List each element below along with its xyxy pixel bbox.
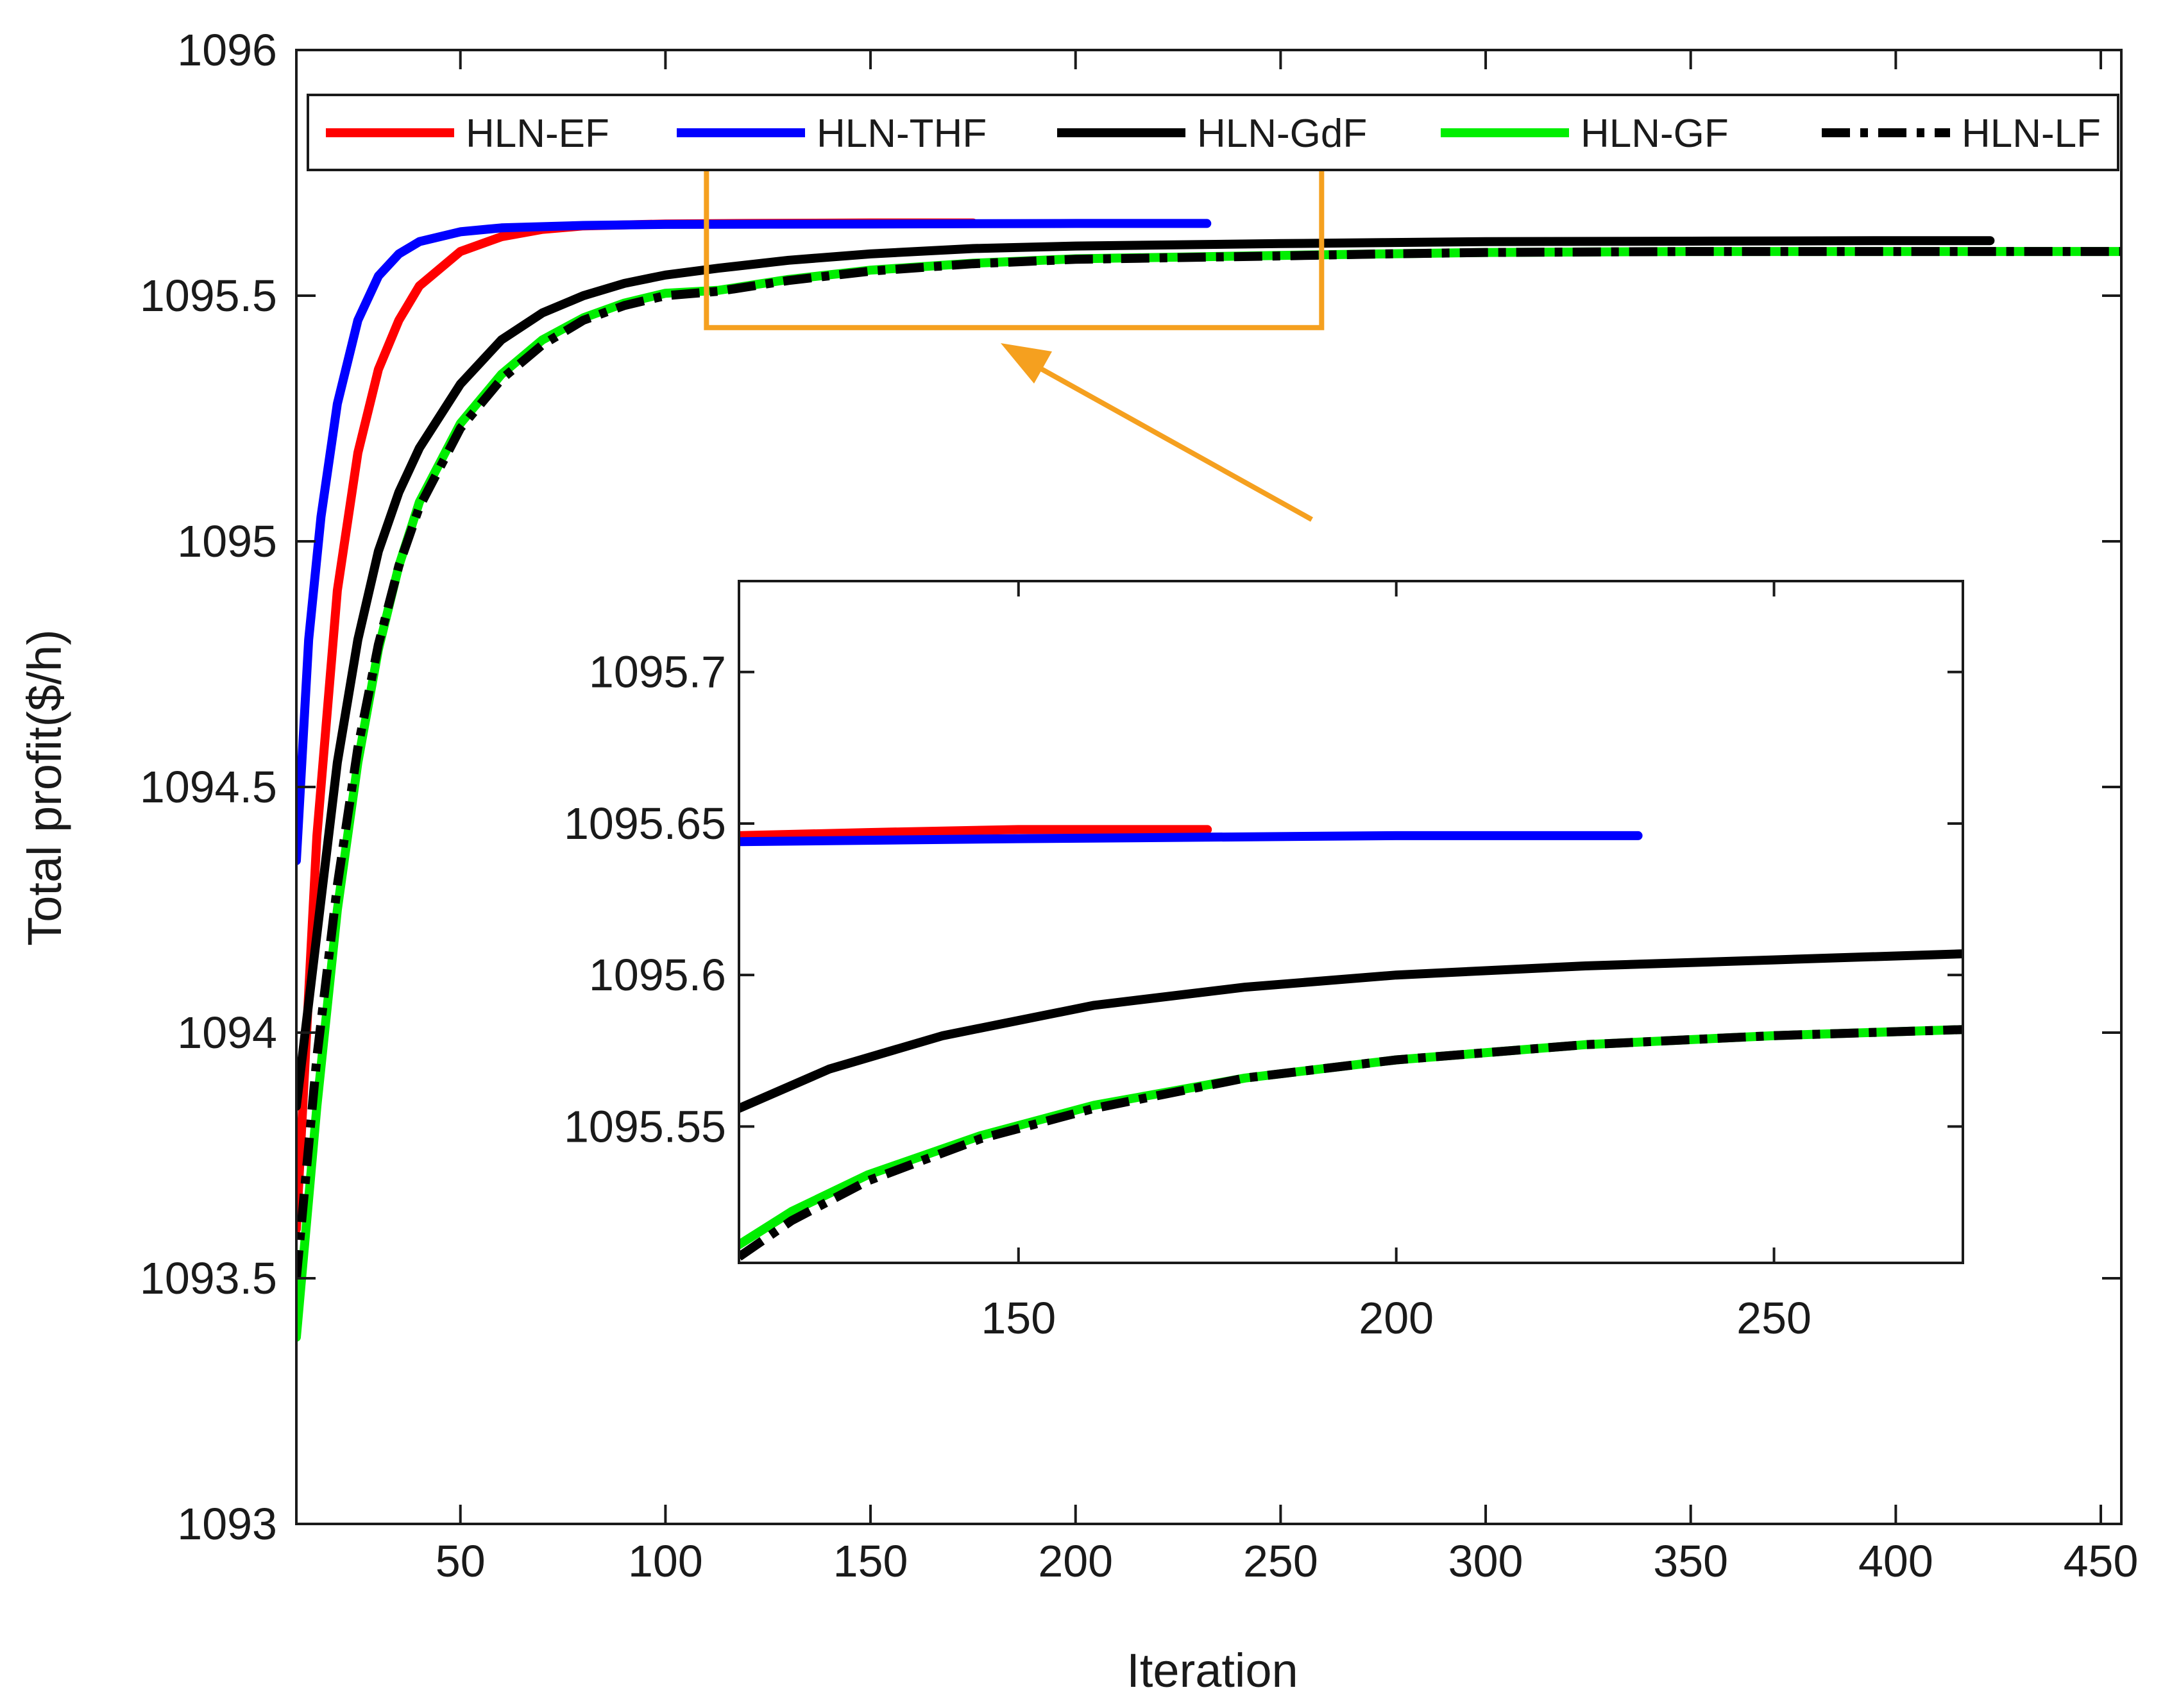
inset-series-group xyxy=(739,825,1963,1261)
main-x-tick-label: 300 xyxy=(1448,1536,1523,1586)
main-ticks xyxy=(296,49,2121,1525)
main-x-tick-labels: 50 100 150 200 250 300 350 400 450 xyxy=(436,1536,2139,1586)
inset-series-hln-lf xyxy=(739,1025,1963,1261)
main-series-hln-thf xyxy=(296,219,1212,865)
main-y-tick-label: 1096 xyxy=(177,25,277,75)
legend-frame xyxy=(307,94,2119,171)
main-x-tick-label: 150 xyxy=(833,1536,908,1586)
inset-x-tick-label: 250 xyxy=(1736,1293,1811,1343)
y-axis-title: Total profit($/h) xyxy=(18,629,71,946)
inset-y-tick-label: 1095.65 xyxy=(564,799,726,849)
main-series-hln-lf xyxy=(296,247,2121,1279)
inset-plot: 150 200 250 1095.55 1095.6 1095.65 1095.7 xyxy=(564,580,1964,1343)
main-y-tick-label: 1095.5 xyxy=(140,271,277,321)
legend: HLN-EF HLN-THF HLN-GdF HLN-GF HLN-LF xyxy=(307,94,2119,171)
inset-series-hln-gdf xyxy=(739,949,1963,1113)
inset-plot-frame xyxy=(738,580,1964,1264)
main-y-tick-label: 1095 xyxy=(177,516,277,566)
inset-series-hln-thf xyxy=(739,831,1643,847)
zoom-arrow-line xyxy=(1028,360,1313,522)
main-series-hln-gf xyxy=(296,247,2121,1342)
main-series-hln-gdf xyxy=(296,236,1995,1111)
main-y-tick-label: 1093.5 xyxy=(140,1253,277,1303)
main-x-tick-label: 350 xyxy=(1653,1536,1728,1586)
main-y-tick-label: 1094 xyxy=(177,1008,277,1058)
main-x-tick-label: 50 xyxy=(436,1536,486,1586)
main-y-tick-label: 1094.5 xyxy=(140,762,277,812)
legend-items: HLN-EF HLN-THF HLN-GdF HLN-GF HLN-LF xyxy=(326,112,2101,156)
main-series-group xyxy=(296,218,2121,1342)
main-y-tick-label: 1093 xyxy=(177,1499,277,1549)
inset-x-tick-labels: 150 200 250 xyxy=(981,1293,1811,1343)
main-x-tick-label: 400 xyxy=(1858,1536,1933,1586)
main-x-tick-label: 250 xyxy=(1243,1536,1318,1586)
legend-label-hln-lf: HLN-LF xyxy=(1962,112,2101,156)
inset-y-tick-label: 1095.6 xyxy=(589,950,726,1000)
zoom-arrow-head xyxy=(1001,343,1052,384)
x-axis-title: Iteration xyxy=(1126,1644,1298,1697)
inset-y-tick-label: 1095.55 xyxy=(564,1101,726,1151)
main-x-tick-label: 200 xyxy=(1038,1536,1113,1586)
inset-x-tick-label: 200 xyxy=(1359,1293,1434,1343)
main-x-tick-label: 100 xyxy=(628,1536,703,1586)
inset-x-tick-label: 150 xyxy=(981,1293,1056,1343)
main-plot: 50 100 150 200 250 300 350 400 450 10931093.5109… xyxy=(140,25,2139,1586)
main-x-tick-label: 450 xyxy=(2064,1536,2139,1586)
inset-ticks xyxy=(739,581,1963,1263)
inset-y-tick-label: 1095.7 xyxy=(589,647,726,697)
legend-label-hln-gdf: HLN-GdF xyxy=(1197,112,1367,156)
legend-label-hln-gf: HLN-GF xyxy=(1581,112,1729,156)
inset-series-hln-ef xyxy=(739,825,1212,840)
main-y-tick-labels: 1093 1093.5 1094 1094.5 1095 1095.5 1096 xyxy=(140,25,277,1549)
inset-y-tick-labels: 1095.55 1095.6 1095.65 1095.7 xyxy=(564,647,726,1152)
legend-label-hln-thf: HLN-THF xyxy=(817,112,987,156)
legend-label-hln-ef: HLN-EF xyxy=(466,112,609,156)
